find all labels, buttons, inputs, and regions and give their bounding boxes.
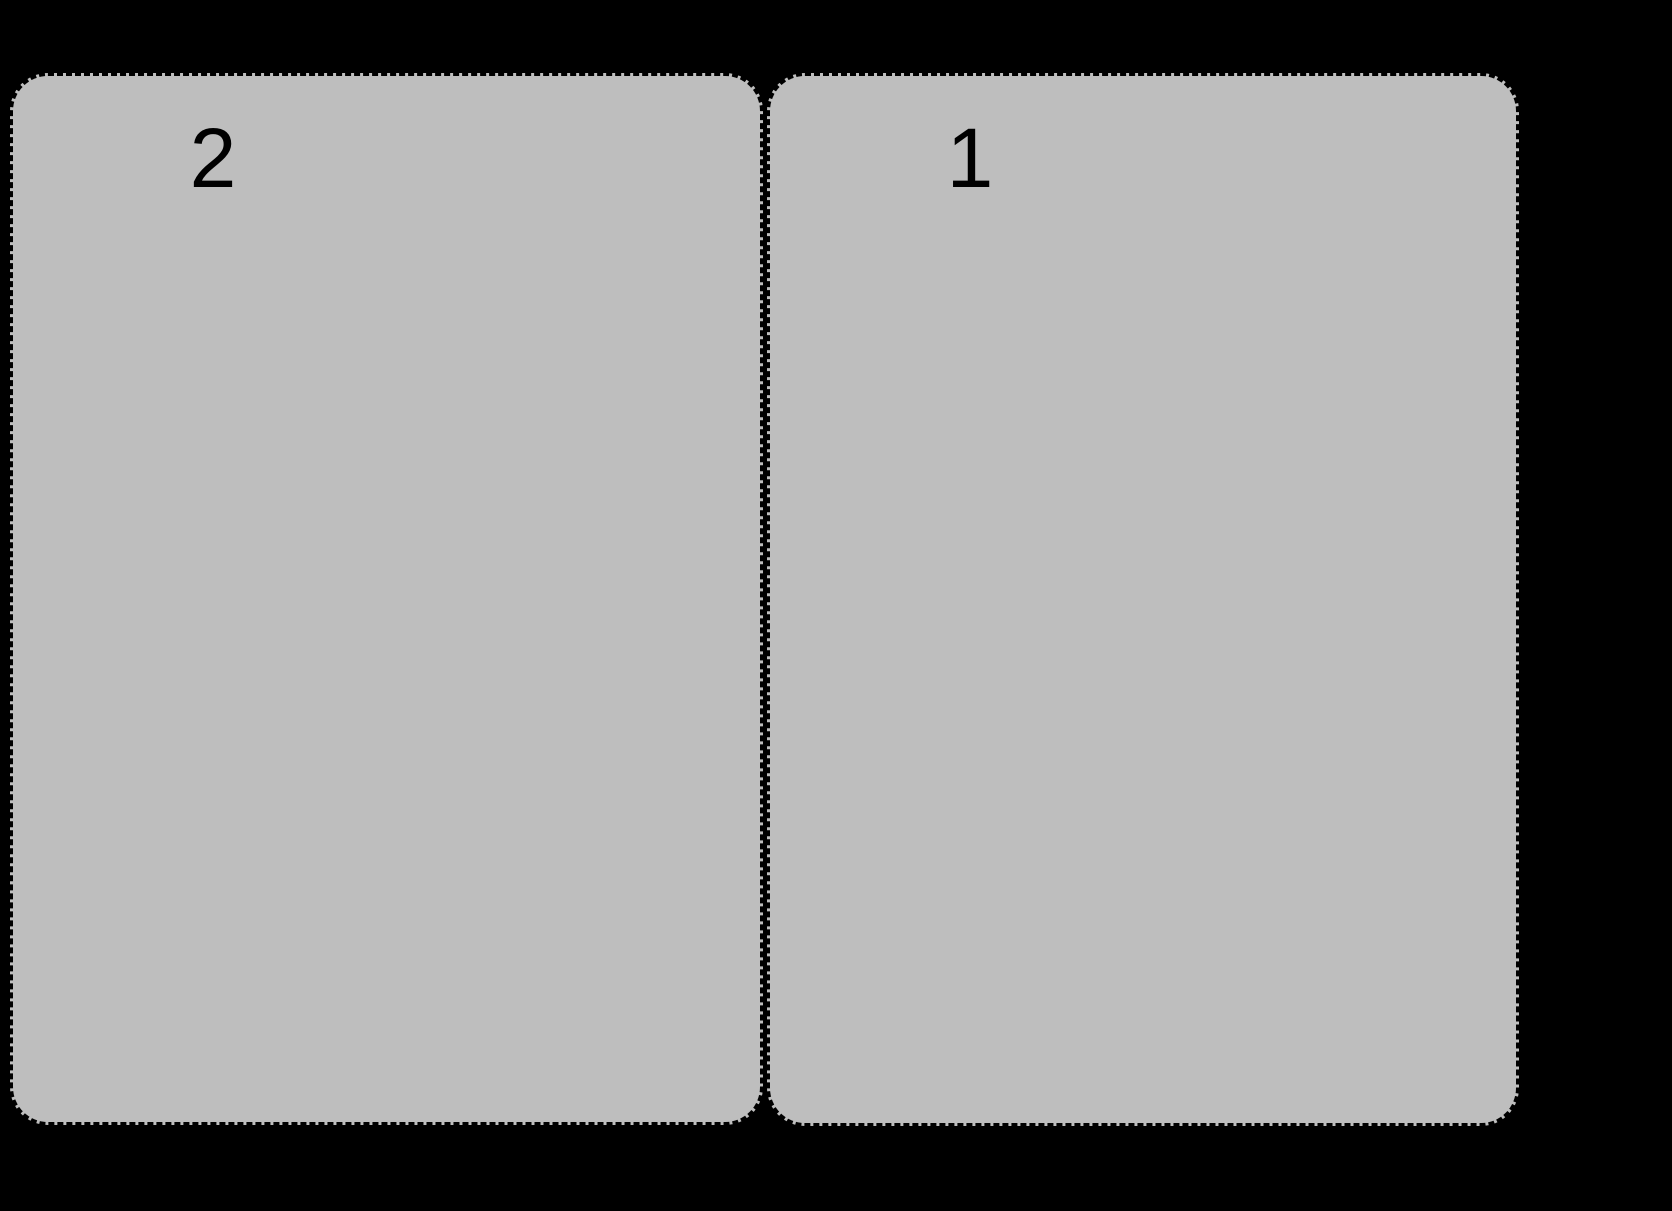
page-number-label: 1 xyxy=(946,111,994,205)
page-panel-2[interactable]: 2 xyxy=(10,73,763,1125)
page-number-label: 2 xyxy=(189,111,237,205)
page-panel-1[interactable]: 1 xyxy=(767,73,1519,1126)
